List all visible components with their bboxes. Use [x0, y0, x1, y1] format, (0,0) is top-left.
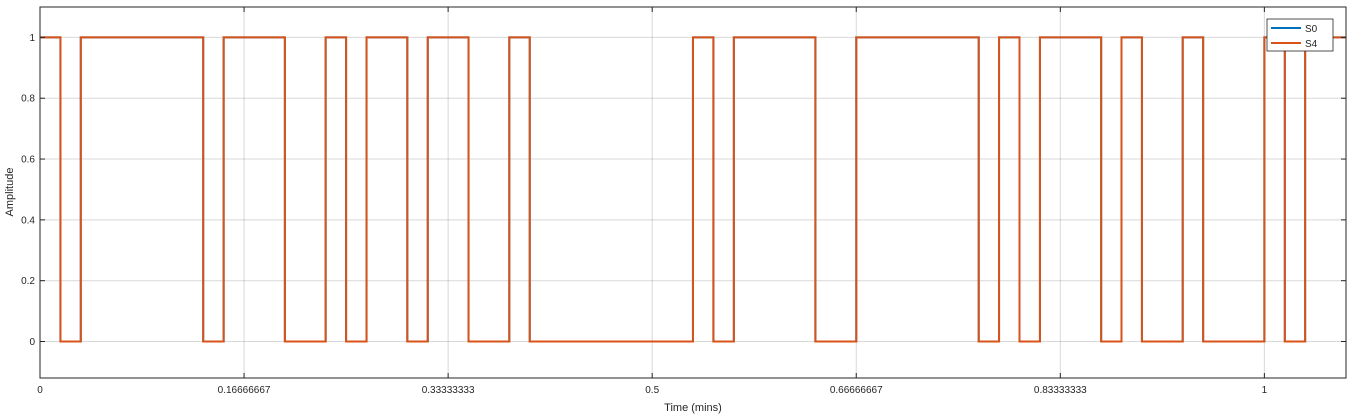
y-tick-label: 0 — [29, 337, 35, 348]
x-tick-label: 1 — [1262, 385, 1268, 396]
x-tick-label: 0.5 — [645, 385, 659, 396]
legend-label-s0: S0 — [1305, 24, 1318, 35]
legend-box — [1266, 18, 1334, 52]
x-axis-ticks: 0 0.16666667 0.33333333 0.5 0.66666667 0.8333… — [37, 7, 1268, 396]
series-line-s4 — [40, 36, 1346, 343]
x-tick-label: 0.16666667 — [218, 385, 271, 396]
x-tick-label: 0.66666667 — [830, 385, 883, 396]
y-tick-label: 0.4 — [21, 215, 35, 226]
y-axis-label: Amplitude — [4, 168, 16, 217]
legend-label-s4: S4 — [1305, 39, 1318, 50]
y-tick-label: 0.8 — [21, 94, 35, 105]
y-tick-label: 0.6 — [21, 155, 35, 166]
x-tick-label: 0.33333333 — [422, 385, 475, 396]
series-layer — [40, 36, 1346, 343]
plot-border — [39, 6, 1347, 379]
y-tick-label: 0.2 — [21, 276, 35, 287]
x-axis-label: Time (mins) — [664, 402, 722, 414]
y-axis-ticks: 0 0.2 0.4 0.6 0.8 1 — [21, 33, 1346, 348]
x-tick-label: 0.83333333 — [1034, 385, 1087, 396]
x-tick-label: 0 — [37, 385, 43, 396]
y-tick-label: 1 — [29, 33, 35, 44]
legend: S0 S4 — [1266, 18, 1334, 52]
